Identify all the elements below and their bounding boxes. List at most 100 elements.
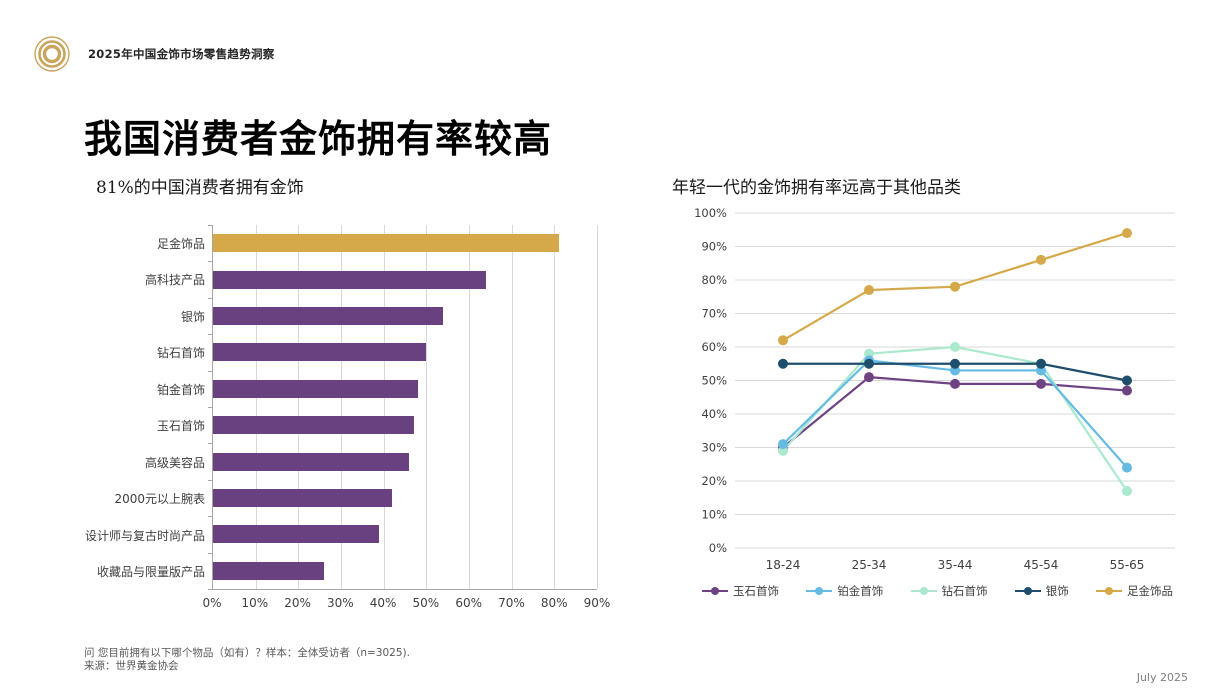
x-axis-tick-label: 60% (455, 596, 482, 610)
data-point (778, 439, 788, 450)
y-axis-tick-mark (208, 370, 213, 372)
y-axis-tick-mark (208, 516, 213, 518)
data-point (950, 342, 960, 352)
data-point (1122, 486, 1132, 497)
legend-item: 足金饰品 (1096, 583, 1173, 599)
x-axis-tick-label: 45-54 (1024, 558, 1059, 572)
bar-row (213, 334, 597, 370)
bar-category-label: 银饰 (180, 309, 205, 324)
data-point (1036, 358, 1046, 369)
bar-row (213, 516, 597, 552)
report-title: 2025年中国金饰市场零售趋势洞察 (88, 47, 275, 61)
y-axis-tick-label: 40% (701, 407, 727, 421)
legend-marker-icon (702, 586, 728, 596)
bar-row (213, 371, 597, 407)
bar-row (213, 553, 597, 589)
bar-category-label: 高级美容品 (144, 455, 205, 470)
data-point (778, 335, 788, 346)
data-point (864, 285, 874, 296)
y-axis-tick-label: 0% (709, 541, 727, 555)
bar-category-label: 钻石首饰 (156, 346, 205, 361)
data-point (1122, 462, 1132, 473)
y-axis-tick-mark (208, 589, 213, 590)
x-axis-tick-label: 40% (369, 596, 397, 610)
y-axis-tick-label: 50% (701, 374, 727, 388)
bar-category-label: 铂金首饰 (156, 382, 205, 397)
bar-row (213, 261, 597, 297)
bar (213, 379, 418, 398)
data-point (778, 358, 788, 369)
bar-category-label: 高科技产品 (144, 273, 205, 288)
y-axis-tick-mark (208, 407, 213, 408)
legend-item: 钻石首饰 (910, 583, 988, 599)
data-point (1036, 378, 1046, 389)
legend-item: 玉石首饰 (702, 583, 779, 599)
legend-label: 钻石首饰 (941, 584, 988, 598)
bar (213, 561, 324, 580)
data-point (950, 358, 960, 369)
y-axis-tick-label: 30% (701, 441, 727, 455)
footer-question: 问 您目前拥有以下哪个物品（如有）？样本：全体受访者（n=3025). (84, 647, 410, 659)
legend-item: 银饰 (1014, 583, 1069, 599)
bar (213, 416, 414, 435)
date-label: July 2025 (1136, 671, 1188, 684)
legend-label: 银饰 (1045, 584, 1069, 598)
bar-row (213, 225, 597, 261)
x-axis-tick-label: 0% (202, 596, 222, 610)
legend-marker-icon (806, 586, 833, 596)
bar-chart-category-labels: 足金饰品 高科技产品 银饰 钻石首饰 铂金首饰 玉石首饰 高级美容品 2000元以上腕表 设计师… (58, 225, 205, 590)
bar (213, 525, 380, 544)
y-axis-tick-mark (208, 443, 213, 445)
data-point (1036, 254, 1046, 265)
x-axis-tick-label: 50% (412, 596, 440, 610)
y-axis-tick-label: 100% (694, 206, 727, 220)
x-axis-tick-label: 18-24 (766, 558, 801, 572)
data-point (864, 358, 874, 369)
bar-category-label: 玉石首饰 (156, 419, 205, 434)
x-axis-tick-label: 10% (241, 596, 269, 610)
bar (213, 452, 410, 471)
gridline (341, 225, 342, 589)
bar-category-label: 2000元以上腕表 (114, 492, 205, 507)
gridline (554, 225, 556, 589)
bar-row (213, 407, 597, 443)
x-axis-tick-label: 30% (326, 596, 354, 610)
y-axis-tick-mark (208, 334, 213, 336)
line-chart-canvas: 0% 10% 20% 30% 40% 50% 60% 70% 80% 90% 100% 18-24 25… (694, 206, 1175, 572)
line-chart-legend: 玉石首饰 铂金首饰 钻石首饰 银饰 足金饰品 (690, 583, 1185, 599)
y-axis-tick-label: 80% (701, 273, 727, 287)
gridline (383, 225, 385, 589)
bar (213, 343, 427, 362)
y-axis-tick-mark (208, 261, 213, 263)
x-axis-tick-label: 25-34 (852, 558, 887, 572)
line-chart-title: 年轻一代的金饰拥有率远高于其他品类 (672, 178, 961, 198)
legend-label: 铂金首饰 (837, 584, 884, 598)
gridline (597, 225, 598, 589)
bar (213, 234, 559, 253)
data-point (1122, 385, 1132, 396)
bar-category-label: 足金饰品 (156, 236, 205, 251)
bar (213, 270, 487, 289)
bar-category-label: 收藏品与限量版产品 (96, 565, 205, 580)
legend-label: 足金饰品 (1127, 584, 1173, 598)
bar-row (213, 443, 597, 479)
line-chart: 0% 10% 20% 30% 40% 50% 60% 70% 80% 90% 100% 18-24 25… (685, 205, 1180, 580)
x-axis-tick-label: 80% (540, 596, 568, 610)
x-axis-tick-label: 70% (498, 596, 525, 610)
gridline (255, 225, 257, 589)
gridline (426, 225, 428, 589)
x-axis-tick-label: 35-44 (938, 558, 973, 572)
data-point (864, 372, 874, 383)
bar-chart-title: 81%的中国消费者拥有金饰 (96, 178, 304, 198)
world-gold-council-logo (34, 36, 70, 72)
y-axis-tick-label: 90% (701, 240, 727, 254)
bar (213, 489, 393, 508)
x-axis-tick-label: 55-65 (1110, 558, 1145, 572)
legend-item: 铂金首饰 (806, 583, 883, 599)
data-point (950, 281, 960, 292)
footer-source: 来源：世界黄金协会 (84, 660, 179, 672)
gridline (469, 225, 470, 589)
legend-marker-icon (910, 586, 937, 596)
y-axis-tick-mark (208, 225, 213, 226)
legend-marker-icon (1014, 586, 1041, 596)
